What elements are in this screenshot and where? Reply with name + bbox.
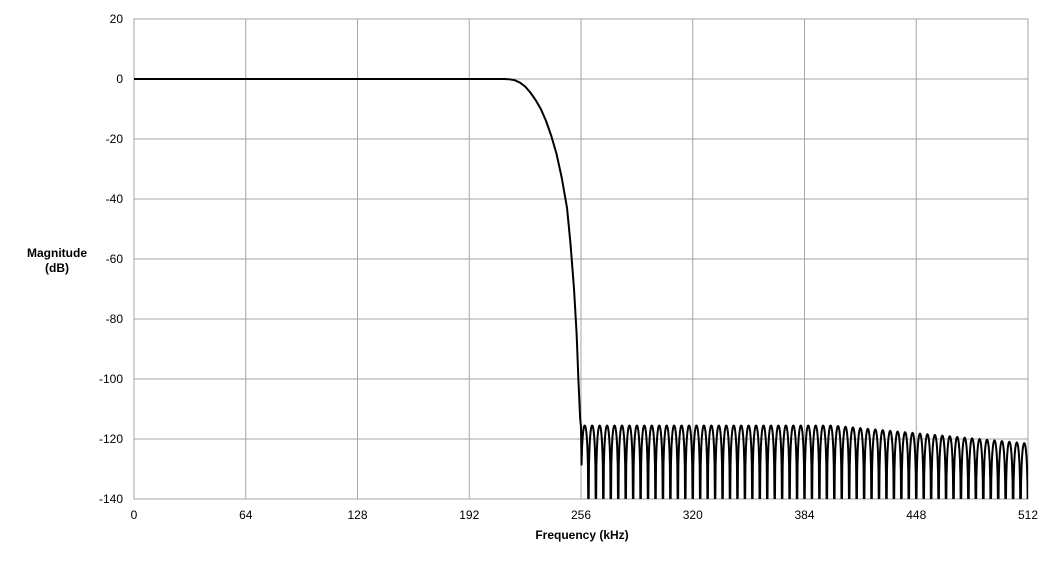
- y-tick-label: 20: [110, 12, 124, 26]
- x-tick-label: 384: [794, 508, 814, 522]
- y-axis-tick-labels: 20 0 -20 -40 -60 -80 -100 -120 -140: [99, 12, 123, 506]
- x-tick-label: 192: [459, 508, 479, 522]
- x-tick-label: 448: [906, 508, 926, 522]
- x-tick-label: 256: [571, 508, 591, 522]
- series-line: [134, 78, 1028, 499]
- plot-area-frame: [133, 18, 1029, 500]
- y-tick-label: -40: [106, 192, 124, 206]
- x-axis-tick-labels: 0 64 128 192 256 320 384 448 512: [131, 508, 1039, 522]
- y-tick-label: -80: [106, 312, 124, 326]
- x-tick-label: 320: [683, 508, 703, 522]
- y-axis-title-line-1: Magnitude: [27, 246, 87, 260]
- y-tick-label: -100: [99, 372, 123, 386]
- x-tick-label: 64: [239, 508, 253, 522]
- y-tick-label: -60: [106, 252, 124, 266]
- y-tick-label: -120: [99, 432, 123, 446]
- x-tick-label: 0: [131, 508, 138, 522]
- x-axis-title: Frequency (kHz): [535, 528, 628, 542]
- x-tick-label: 128: [347, 508, 367, 522]
- y-tick-label: -140: [99, 492, 123, 506]
- series-1: [134, 78, 1028, 499]
- y-tick-label: 0: [116, 72, 123, 86]
- x-tick-label: 512: [1018, 508, 1038, 522]
- y-tick-label: -20: [106, 132, 124, 146]
- y-axis-title-line-2: (dB): [45, 261, 69, 275]
